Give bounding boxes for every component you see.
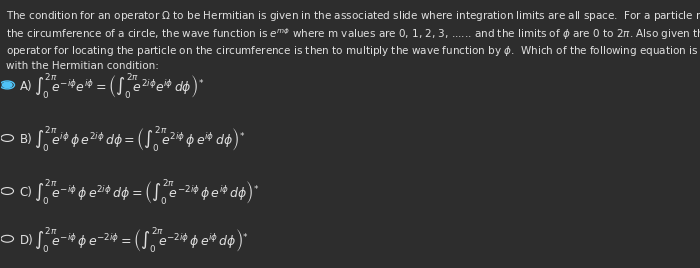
- Text: with the Hermitian condition:: with the Hermitian condition:: [6, 61, 159, 71]
- Text: D): D): [20, 234, 34, 247]
- Text: A): A): [20, 80, 32, 93]
- Text: $\int_0^{2\pi}\!\! e^{-i\phi}\, \phi\, e^{2i\phi}\, d\phi = \left(\int_0^{2\pi}\: $\int_0^{2\pi}\!\! e^{-i\phi}\, \phi\, e…: [34, 177, 260, 207]
- Text: the circumference of a circle, the wave function is $e^{m\phi}$ where m values a: the circumference of a circle, the wave …: [6, 27, 700, 42]
- Text: $\int_0^{2\pi}\!\! e^{-i\phi} e^{i\phi} = \left(\int_0^{2\pi}\!\! e^{2i\phi} e^{: $\int_0^{2\pi}\!\! e^{-i\phi} e^{i\phi} …: [34, 71, 204, 101]
- Circle shape: [2, 82, 12, 88]
- Text: operator for locating the particle on the circumference is then to multiply the : operator for locating the particle on th…: [6, 44, 700, 58]
- Text: $\int_0^{2\pi}\!\! e^{-i\phi}\, \phi\, e^{-2i\phi} = \left(\int_0^{2\pi}\!\! e^{: $\int_0^{2\pi}\!\! e^{-i\phi}\, \phi\, e…: [34, 225, 249, 255]
- Text: $\int_0^{2\pi}\!\! e^{i\phi}\, \phi\, e^{2i\phi}\, d\phi = \left(\int_0^{2\pi}\!: $\int_0^{2\pi}\!\! e^{i\phi}\, \phi\, e^…: [34, 124, 246, 154]
- Text: B): B): [20, 133, 33, 146]
- Text: The condition for an operator $\Omega$ to be Hermitian is given in the associate: The condition for an operator $\Omega$ t…: [6, 9, 700, 23]
- Text: C): C): [20, 186, 33, 199]
